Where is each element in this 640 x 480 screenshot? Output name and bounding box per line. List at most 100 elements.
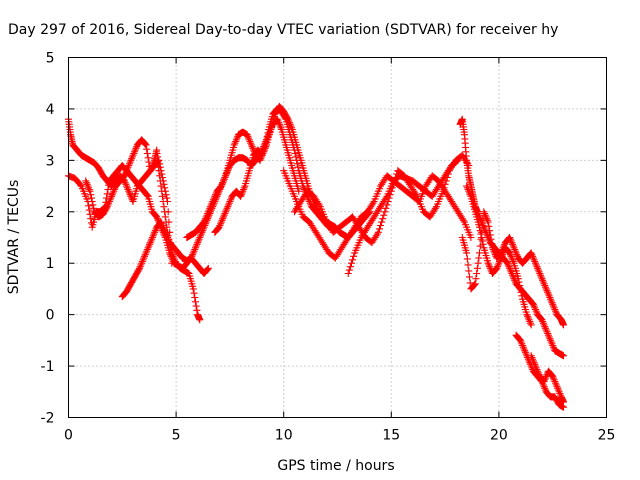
data-point-interp bbox=[135, 266, 143, 274]
data-point-interp bbox=[275, 120, 283, 128]
data-point bbox=[553, 383, 561, 391]
data-point-interp bbox=[541, 384, 549, 392]
data-point-interp bbox=[464, 186, 472, 193]
data-point-interp bbox=[496, 258, 504, 265]
data-point-interp bbox=[516, 282, 524, 289]
data-point bbox=[284, 115, 292, 123]
data-point-interp bbox=[193, 306, 201, 314]
data-point-interp bbox=[85, 202, 93, 210]
data-point-interp bbox=[294, 163, 302, 171]
data-point bbox=[157, 218, 165, 226]
data-point-interp bbox=[104, 186, 112, 193]
data-point-interp bbox=[521, 348, 529, 356]
data-point-interp bbox=[493, 263, 501, 271]
data-point-interp bbox=[211, 192, 219, 200]
data-point-interp bbox=[532, 261, 540, 269]
data-point-interp bbox=[473, 270, 481, 277]
data-point-interp bbox=[163, 234, 171, 241]
data-point-interp bbox=[507, 237, 515, 245]
data-point bbox=[161, 228, 169, 236]
data-point-interp bbox=[529, 357, 537, 365]
data-point-interp bbox=[205, 206, 213, 214]
data-point-interp bbox=[511, 246, 519, 253]
data-point-interp bbox=[485, 222, 493, 230]
data-point-interp bbox=[489, 246, 497, 253]
data-point bbox=[148, 234, 156, 241]
y-tick-label: 5 bbox=[46, 51, 55, 67]
data-point-interp bbox=[511, 247, 519, 255]
data-point bbox=[256, 156, 264, 164]
data-point bbox=[454, 156, 462, 164]
data-point-interp bbox=[85, 206, 93, 214]
data-point-interp bbox=[463, 255, 471, 263]
data-point-interp bbox=[219, 177, 227, 185]
data-series bbox=[458, 208, 567, 329]
data-point-interp bbox=[346, 263, 354, 271]
data-point-interp bbox=[519, 343, 527, 351]
data-point-interp bbox=[219, 179, 227, 187]
data-point-interp bbox=[518, 340, 526, 348]
data-point-interp bbox=[164, 208, 172, 216]
data-point-interp bbox=[153, 215, 161, 223]
data-point-interp bbox=[190, 247, 198, 255]
data-point bbox=[217, 182, 225, 190]
data-point-interp bbox=[347, 259, 355, 267]
data-point-interp bbox=[491, 249, 499, 257]
data-point bbox=[544, 290, 552, 298]
data-point-interp bbox=[478, 237, 486, 245]
data-point-interp bbox=[141, 251, 149, 259]
data-point-interp bbox=[549, 343, 557, 351]
data-point bbox=[542, 326, 550, 334]
data-point-interp bbox=[481, 210, 489, 217]
data-point bbox=[531, 362, 539, 370]
data-point bbox=[140, 254, 148, 262]
y-tick-label: -1 bbox=[41, 359, 55, 375]
data-point-interp bbox=[156, 163, 164, 171]
data-point bbox=[549, 372, 557, 380]
data-point bbox=[215, 223, 223, 231]
data-point-interp bbox=[276, 122, 284, 130]
data-point-interp bbox=[82, 179, 90, 187]
data-point-interp bbox=[188, 252, 196, 260]
data-point-interp bbox=[551, 306, 559, 313]
data-point-interp bbox=[161, 187, 169, 195]
data-point-interp bbox=[496, 256, 504, 264]
data-point bbox=[230, 141, 238, 149]
data-point-interp bbox=[151, 227, 159, 235]
data-point bbox=[523, 311, 531, 319]
data-point bbox=[463, 182, 471, 190]
data-point-interp bbox=[262, 143, 270, 151]
data-point-interp bbox=[534, 266, 542, 274]
data-point-interp bbox=[532, 307, 540, 315]
data-point bbox=[516, 336, 524, 344]
data-point-interp bbox=[382, 204, 390, 212]
data-point-interp bbox=[244, 132, 252, 140]
data-point-interp bbox=[529, 252, 537, 260]
data-point bbox=[559, 321, 567, 329]
y-tick-label: 4 bbox=[46, 102, 55, 118]
data-point-interp bbox=[245, 136, 253, 144]
data-point-interp bbox=[504, 261, 512, 269]
data-point-interp bbox=[494, 261, 502, 269]
data-point bbox=[108, 192, 116, 200]
data-point-interp bbox=[160, 225, 168, 233]
data-point-interp bbox=[141, 140, 149, 148]
data-point-interp bbox=[522, 350, 530, 358]
data-point-interp bbox=[217, 218, 225, 226]
data-point-interp bbox=[207, 203, 215, 211]
data-point-interp bbox=[198, 228, 206, 236]
data-point-interp bbox=[143, 150, 151, 157]
data-point-interp bbox=[506, 251, 514, 259]
data-point-interp bbox=[473, 264, 481, 272]
data-point-interp bbox=[144, 154, 152, 162]
data-point-interp bbox=[206, 204, 214, 212]
data-point-interp bbox=[166, 251, 174, 259]
data-point-interp bbox=[237, 191, 245, 199]
data-point-interp bbox=[232, 136, 240, 144]
data-point-interp bbox=[191, 246, 199, 253]
data-point-interp bbox=[547, 295, 555, 303]
data-point-interp bbox=[465, 273, 473, 281]
data-point bbox=[538, 316, 546, 324]
data-point-interp bbox=[542, 324, 550, 332]
data-point-interp bbox=[232, 138, 240, 145]
